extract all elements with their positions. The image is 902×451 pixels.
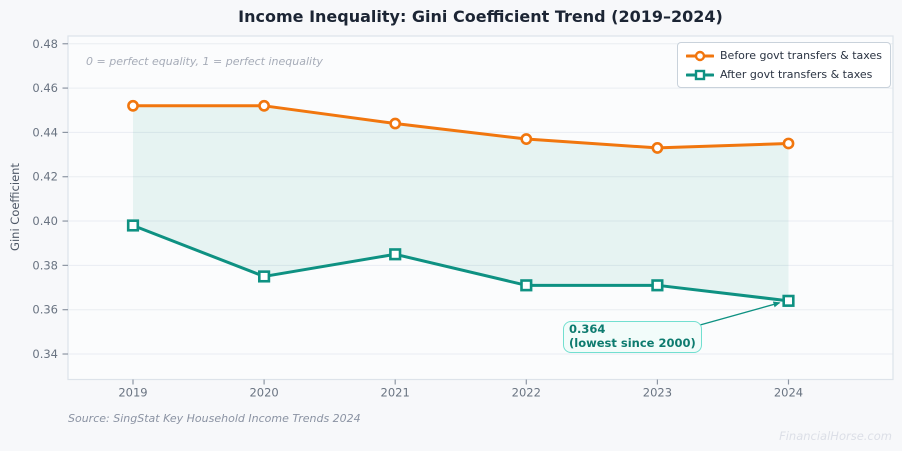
series-line	[131, 223, 790, 303]
legend-item-before: Before govt transfers & taxes	[686, 48, 882, 63]
data-point-circle	[651, 142, 664, 154]
y-tick-label: 0.48	[32, 37, 58, 51]
data-point-square	[257, 270, 271, 283]
legend-label-before: Before govt transfers & taxes	[720, 49, 882, 62]
equality-note: 0 = perfect equality, 1 = perfect inequa…	[86, 55, 323, 68]
data-point-circle	[782, 137, 795, 150]
y-tick-label: 0.42	[32, 170, 58, 184]
data-point-circle	[389, 117, 402, 130]
watermark: FinancialHorse.com	[779, 429, 892, 443]
annotation-arrow	[699, 301, 781, 326]
data-point-circle	[127, 99, 139, 112]
x-tick-label: 2021	[381, 386, 410, 400]
annotation-caption: (lowest since 2000)	[569, 335, 696, 350]
data-point-square	[782, 294, 795, 307]
data-point-square	[520, 279, 533, 292]
series-after	[126, 219, 795, 307]
y-tick-label: 0.40	[32, 214, 58, 228]
source-note: Source: SingStat Key Household Income Tr…	[68, 412, 361, 425]
plot-border	[67, 35, 894, 381]
data-point-circle	[520, 133, 533, 145]
legend-item-after: After govt transfers & taxes	[686, 67, 882, 82]
annotation-value: 0.364	[569, 322, 606, 336]
series-before	[127, 99, 795, 154]
y-tick-label: 0.36	[32, 303, 58, 317]
line-square-marker-icon	[686, 69, 714, 80]
series-line	[131, 104, 790, 150]
axis-ticks-labels: 0.34 0.36 0.38 0.40 0.42 0.44 0.46 0.48 2019 2020…	[32, 37, 803, 400]
x-tick-label: 2020	[249, 386, 278, 400]
y-tick-label: 0.44	[32, 125, 58, 139]
fill-between-region	[133, 105, 789, 301]
y-tick-label: 0.46	[32, 81, 58, 95]
legend-label-after: After govt transfers & taxes	[720, 68, 873, 81]
legend: Before govt transfers & taxes After govt…	[677, 42, 891, 88]
x-tick-label: 2022	[512, 386, 541, 400]
plot-area	[68, 36, 893, 380]
data-point-circle	[258, 99, 270, 112]
x-tick-label: 2024	[774, 386, 803, 400]
chart-title: Income Inequality: Gini Coefficient Tren…	[238, 7, 723, 26]
y-axis-label: Gini Coefficient	[8, 163, 22, 251]
data-point-square	[651, 279, 664, 292]
x-tick-label: 2023	[643, 386, 672, 400]
y-tick-label: 0.38	[32, 258, 58, 272]
lowest-point-annotation: 0.364 (lowest since 2000)	[563, 321, 702, 354]
line-circle-marker-icon	[686, 50, 714, 61]
y-tick-label: 0.34	[32, 347, 58, 361]
data-point-square	[126, 219, 140, 232]
x-tick-label: 2019	[118, 386, 147, 400]
data-point-square	[389, 248, 402, 261]
